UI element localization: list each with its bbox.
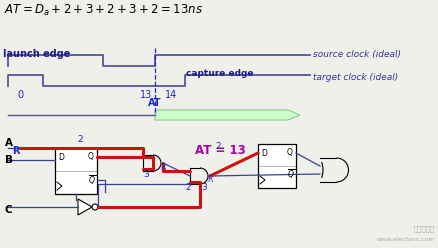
Text: D: D bbox=[58, 153, 64, 161]
Text: C: C bbox=[5, 205, 13, 215]
Text: $\overline{Q}$: $\overline{Q}$ bbox=[88, 173, 96, 186]
Text: Q: Q bbox=[286, 149, 292, 157]
Text: www.elecfans.com: www.elecfans.com bbox=[376, 237, 434, 242]
Text: 2: 2 bbox=[215, 142, 220, 151]
Text: R: R bbox=[207, 176, 212, 185]
Text: 0: 0 bbox=[17, 90, 23, 100]
Text: target clock (ideal): target clock (ideal) bbox=[312, 73, 397, 83]
Text: AT = 13: AT = 13 bbox=[194, 145, 245, 157]
Text: 电子发烧友: 电子发烧友 bbox=[413, 225, 434, 232]
Text: 13: 13 bbox=[139, 90, 152, 100]
Bar bbox=[55, 148, 97, 194]
Text: capture edge: capture edge bbox=[186, 68, 253, 77]
Text: 3: 3 bbox=[143, 170, 148, 179]
Text: launch edge: launch edge bbox=[3, 49, 70, 59]
Text: A: A bbox=[5, 138, 13, 148]
Text: R: R bbox=[159, 162, 165, 172]
Text: 14: 14 bbox=[165, 90, 177, 100]
Text: D: D bbox=[261, 149, 266, 157]
Text: 2: 2 bbox=[77, 135, 83, 144]
Circle shape bbox=[92, 204, 98, 210]
Text: B: B bbox=[5, 155, 13, 165]
Text: AT: AT bbox=[148, 98, 161, 108]
Text: R: R bbox=[12, 146, 19, 156]
Text: Q: Q bbox=[88, 153, 94, 161]
Text: $\overline{Q}$: $\overline{Q}$ bbox=[286, 167, 294, 181]
Polygon shape bbox=[155, 110, 299, 120]
Polygon shape bbox=[78, 199, 92, 215]
Text: source clock (ideal): source clock (ideal) bbox=[312, 51, 400, 60]
Bar bbox=[258, 144, 295, 188]
Text: 2: 2 bbox=[185, 183, 191, 192]
Text: 3: 3 bbox=[201, 183, 206, 192]
Text: $AT = D_a + 2 + 3 + 2 + 3 + 2 = 13ns$: $AT = D_a + 2 + 3 + 2 + 3 + 2 = 13ns$ bbox=[4, 3, 202, 18]
